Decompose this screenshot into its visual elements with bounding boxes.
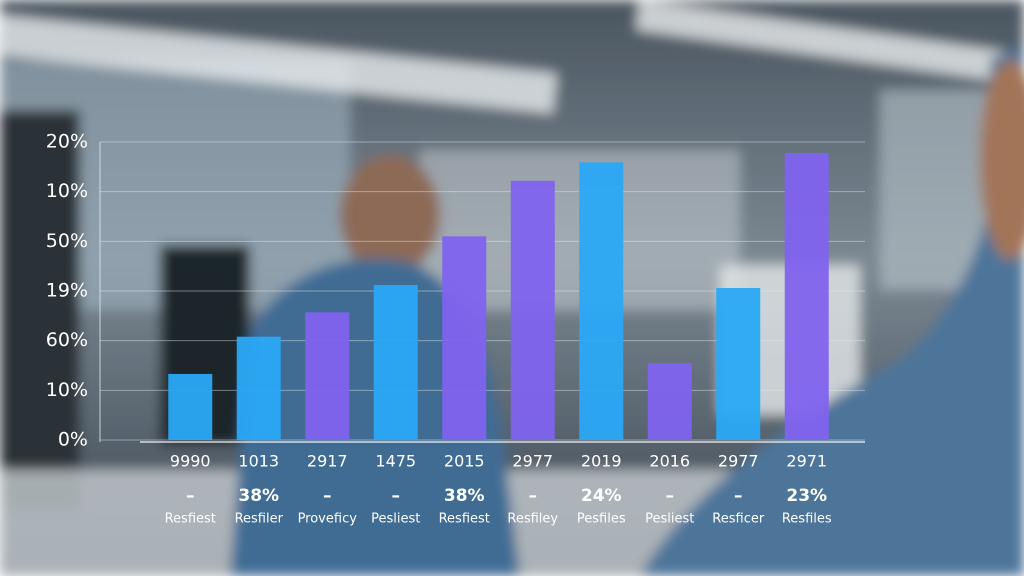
x-tick-label: 2977 xyxy=(718,452,759,471)
caption: Resfiest xyxy=(439,512,490,527)
sub-label: 38% xyxy=(238,486,279,506)
sub-label: 24% xyxy=(581,486,622,506)
x-tick-label: 2971 xyxy=(786,452,827,471)
y-tick-label: 10% xyxy=(46,379,88,401)
caption: Resficer xyxy=(712,512,765,527)
bar xyxy=(373,285,418,440)
sub-label: – xyxy=(734,486,743,506)
sub-label: – xyxy=(323,486,332,506)
y-tick-label: 10% xyxy=(46,180,88,202)
bar xyxy=(784,152,829,440)
caption: Resfiley xyxy=(507,512,558,527)
x-tick-label: 1013 xyxy=(238,452,279,471)
caption: Pesfiles xyxy=(577,512,626,527)
y-tick-label: 60% xyxy=(46,329,88,351)
sub-label: – xyxy=(666,486,675,506)
x-tick-label: 2019 xyxy=(581,452,622,471)
x-tick-label: 2016 xyxy=(649,452,690,471)
x-tick-label: 2917 xyxy=(307,452,348,471)
caption: Resfiles xyxy=(782,512,832,527)
x-tick-label: 2015 xyxy=(444,452,485,471)
bar xyxy=(510,180,555,441)
caption: Resfiest xyxy=(165,512,216,527)
y-tick-label: 19% xyxy=(46,280,88,302)
y-tick-label: 50% xyxy=(46,230,88,252)
sub-label: – xyxy=(529,486,538,506)
bar xyxy=(647,363,692,440)
x-tick-label: 1475 xyxy=(375,452,416,471)
y-tick-label: 0% xyxy=(58,429,88,451)
caption: Pesliest xyxy=(371,512,420,527)
caption: Proveficy xyxy=(298,512,358,527)
sub-label: 38% xyxy=(444,486,485,506)
caption: Pesliest xyxy=(645,512,694,527)
sub-label: – xyxy=(392,486,401,506)
bar xyxy=(442,236,487,440)
caption: Resfiler xyxy=(235,512,284,527)
y-tick-label: 20% xyxy=(46,131,88,153)
bar xyxy=(579,162,624,440)
bar xyxy=(716,288,761,440)
bar xyxy=(168,373,213,440)
x-tick-label: 9990 xyxy=(170,452,211,471)
bar xyxy=(305,312,350,440)
sub-label: – xyxy=(186,486,195,506)
x-tick-label: 2977 xyxy=(512,452,553,471)
bar xyxy=(236,336,281,440)
sub-label: 23% xyxy=(786,486,827,506)
